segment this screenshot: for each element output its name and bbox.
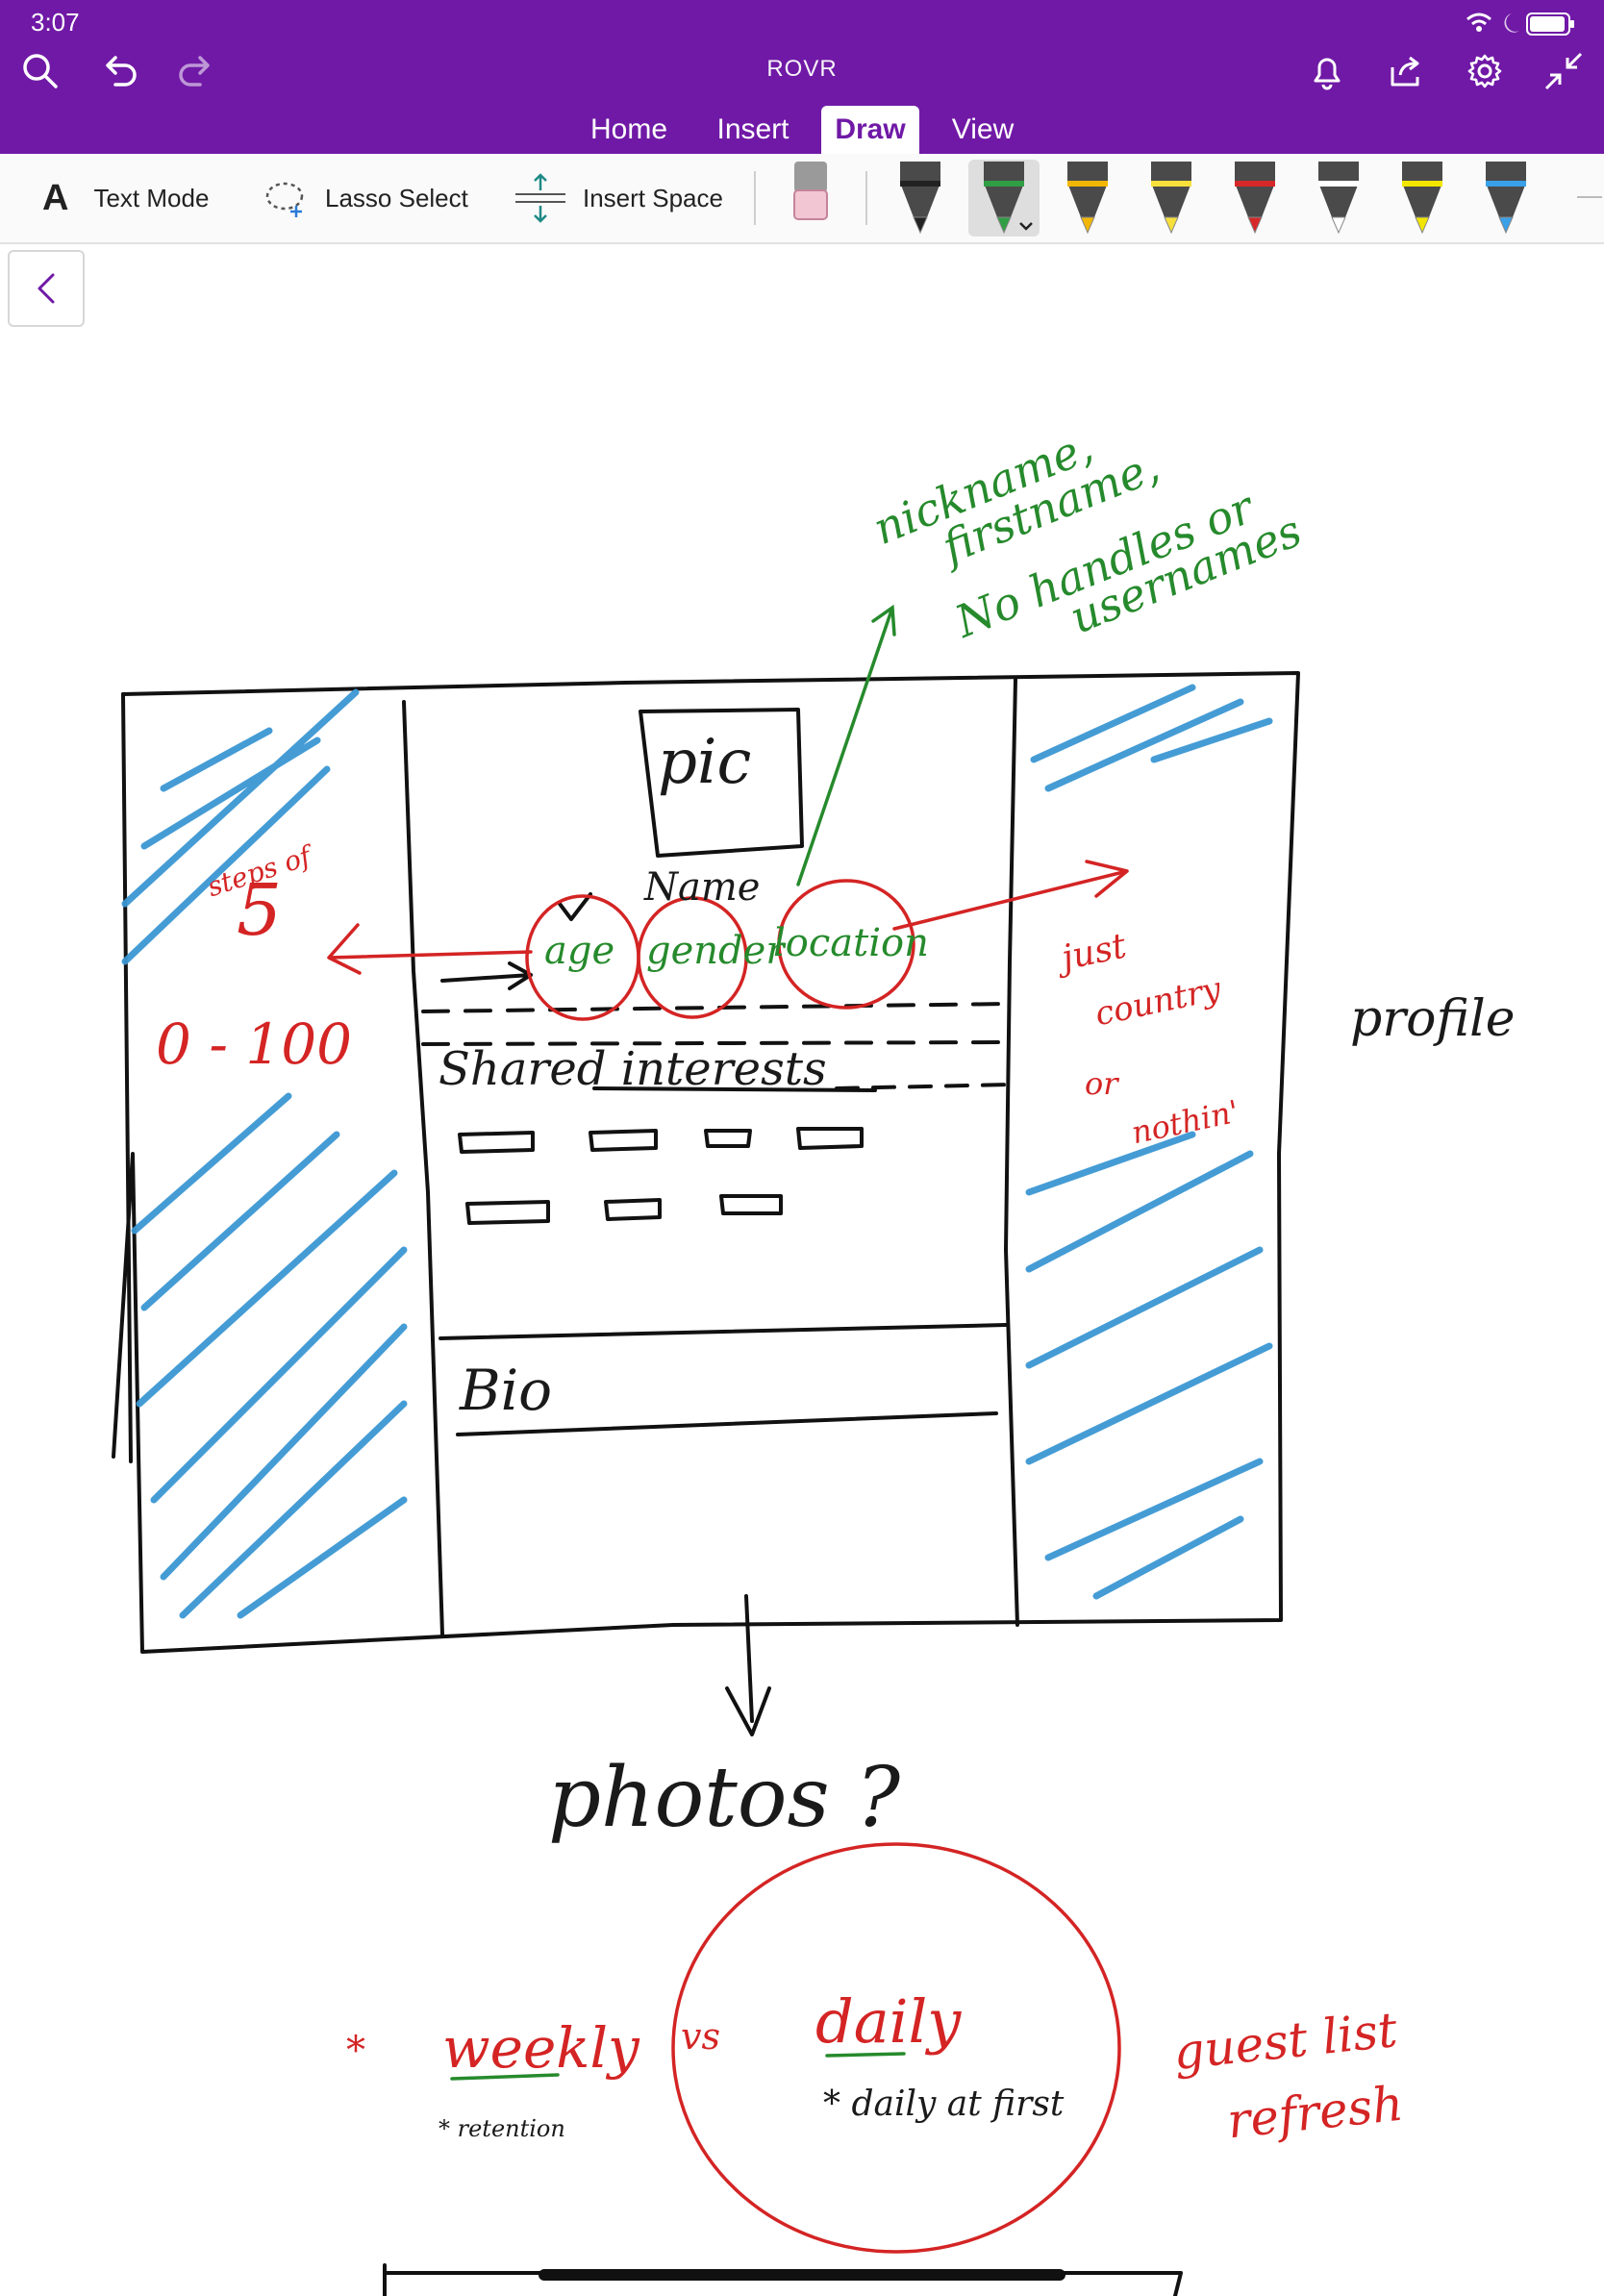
sketch-frame — [112, 671, 1300, 1654]
refresh-note: refresh — [1224, 2075, 1406, 2150]
lasso-select-label: Lasso Select — [325, 183, 468, 212]
five-note: 5 — [237, 869, 283, 952]
text-mode-icon: A — [42, 177, 69, 218]
status-time: 3:07 — [31, 8, 80, 37]
pen-tool-6[interactable] — [1303, 160, 1374, 237]
pen-tool-1[interactable] — [885, 160, 956, 237]
insert-space-icon — [514, 171, 567, 225]
retention-note: * retention — [439, 2115, 565, 2142]
insert-space-label: Insert Space — [583, 183, 723, 212]
left-arrow — [327, 923, 533, 975]
pic-label: pic — [658, 727, 752, 798]
profile-note: profile — [1350, 990, 1516, 1048]
pen-tool-4[interactable] — [1136, 160, 1207, 237]
or-note: or — [1085, 1065, 1118, 1102]
dashed-line — [835, 1083, 1014, 1090]
chip — [719, 1194, 783, 1215]
pen-tool-2[interactable] — [968, 160, 1040, 237]
sketch-col-right — [1004, 677, 1019, 1627]
gender-label: gender — [646, 929, 785, 973]
ribbon-divider — [865, 171, 867, 225]
top-bar: 3:07 ROVR Home Insert Draw View — [0, 0, 1604, 154]
share-button[interactable] — [1379, 44, 1433, 98]
photos-note: photos ? — [548, 1750, 901, 1846]
chip — [465, 1200, 550, 1225]
daily-first-note: * daily at first — [823, 2084, 1065, 2124]
search-button[interactable] — [13, 44, 67, 98]
collapse-button[interactable] — [1537, 44, 1591, 98]
ribbon-more — [1577, 196, 1602, 198]
country-note: country — [1091, 969, 1225, 1035]
text-mode-label: Text Mode — [93, 183, 210, 212]
bell-icon — [1314, 58, 1341, 90]
back-button[interactable] — [8, 250, 85, 327]
chip — [704, 1129, 752, 1148]
draw-ribbon: A Text Mode Lasso Select Insert Space — [0, 154, 1604, 244]
redo-icon — [179, 56, 210, 87]
chevron-left-icon — [38, 273, 55, 304]
chip — [796, 1127, 864, 1150]
dashed-line — [421, 1002, 1012, 1013]
undo-button[interactable] — [92, 44, 146, 98]
tab-insert[interactable]: Insert — [716, 113, 789, 145]
hatch — [131, 1092, 408, 1619]
sketch-frame-left — [121, 692, 133, 1463]
lasso-icon — [263, 177, 310, 219]
nothin-note: nothin' — [1128, 1092, 1242, 1152]
sketch-col-left — [402, 700, 444, 1636]
pen-tool-8[interactable] — [1470, 160, 1541, 237]
daily-note: daily — [815, 1986, 962, 2057]
vs-note: vs — [681, 2015, 720, 2058]
gear-icon — [1467, 54, 1502, 88]
tab-view[interactable]: View — [951, 113, 1015, 145]
collapse-icon — [1544, 52, 1583, 90]
undo-icon — [106, 56, 137, 87]
pen-tool-7[interactable] — [1387, 160, 1458, 237]
pen-tool-3[interactable] — [1052, 160, 1123, 237]
lasso-select-button[interactable]: Lasso Select — [263, 154, 468, 242]
chip — [604, 1198, 662, 1221]
hatch — [1030, 684, 1273, 792]
arrow — [440, 961, 533, 990]
bio-line — [439, 1323, 1008, 1340]
chip — [458, 1131, 535, 1154]
tab-draw[interactable]: Draw — [821, 106, 919, 154]
location-label: location — [773, 921, 929, 965]
range-note: 0 - 100 — [156, 1011, 353, 1077]
insert-space-button[interactable]: Insert Space — [514, 154, 723, 242]
age-label: age — [544, 929, 615, 973]
home-indicator — [539, 2269, 1065, 2281]
ribbon-divider — [754, 171, 756, 225]
weekly-note: weekly — [442, 2015, 639, 2081]
bio-label: Bio — [460, 1358, 553, 1423]
tab-home[interactable]: Home — [589, 113, 668, 145]
up-arrow — [796, 604, 896, 886]
battery-wifi-icon — [1466, 12, 1574, 36]
text-mode-button[interactable]: A Text Mode — [42, 154, 209, 242]
share-icon — [1391, 56, 1419, 87]
hatch — [1025, 1131, 1273, 1600]
guest-list-note: guest list — [1170, 2001, 1400, 2082]
search-icon — [23, 54, 58, 88]
pen-tool-5[interactable] — [1219, 160, 1291, 237]
status-icons — [1462, 8, 1577, 38]
eraser-icon — [793, 162, 828, 220]
shared-interests-label: Shared interests — [439, 1042, 827, 1096]
notifications-button[interactable] — [1300, 44, 1354, 98]
name-label: Name — [644, 865, 761, 910]
chip — [589, 1129, 658, 1152]
just-note: just — [1058, 926, 1130, 979]
eraser-tool[interactable] — [775, 160, 846, 237]
right-arrow — [892, 860, 1129, 931]
tab-bar: Home Insert Draw View — [0, 104, 1604, 154]
star-icon: * — [346, 2029, 365, 2073]
redo-button[interactable] — [169, 44, 223, 98]
down-arrow — [725, 1594, 771, 1736]
settings-button[interactable] — [1458, 44, 1512, 98]
app-title: ROVR — [766, 56, 838, 82]
check-mark — [558, 892, 592, 921]
